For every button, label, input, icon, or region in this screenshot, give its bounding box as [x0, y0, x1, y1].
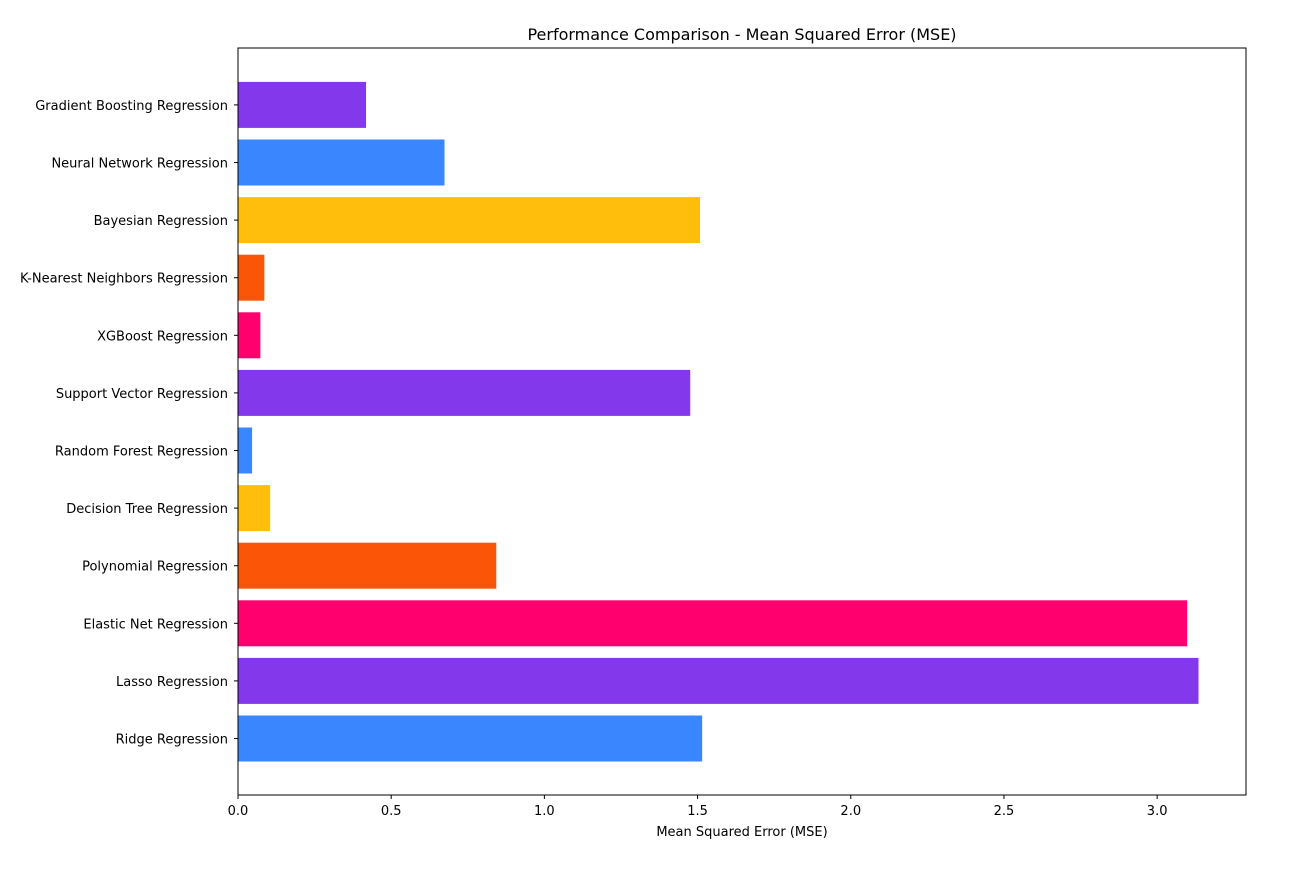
bar-bayesian-regression: [238, 197, 701, 244]
bars-layer: [238, 81, 1199, 762]
y-tick-label: Support Vector Regression: [56, 387, 228, 402]
y-tick-label: Gradient Boosting Regression: [35, 99, 228, 114]
bar-lasso-regression: [238, 657, 1199, 704]
y-tick-label: Neural Network Regression: [51, 157, 228, 172]
bar-neural-network-regression: [238, 139, 445, 186]
x-tick-label: 0.5: [381, 804, 402, 819]
bar-xgboost-regression: [238, 312, 261, 359]
x-axis-label: Mean Squared Error (MSE): [656, 825, 827, 840]
y-axis-ticks: Ridge Regression Lasso Regression Elastic …: [20, 99, 238, 748]
y-tick-label: K-Nearest Neighbors Regression: [20, 272, 228, 287]
x-tick-label: 0.0: [228, 804, 249, 819]
y-tick-label: Lasso Regression: [116, 675, 228, 690]
x-tick-label: 3.0: [1147, 804, 1168, 819]
x-axis-ticks: 0.0 0.5 1.0 1.5 2.0 2.5 3.0: [228, 795, 1168, 819]
y-tick-label: Elastic Net Regression: [83, 617, 228, 632]
plot-frame: [237, 47, 1247, 796]
bar-gradient-boosting-regression: [238, 81, 367, 128]
bar-polynomial-regression: [238, 542, 497, 589]
bar-support-vector-regression: [238, 369, 691, 416]
y-tick-label: Polynomial Regression: [82, 560, 228, 575]
x-tick-label: 1.5: [687, 804, 708, 819]
x-tick-label: 2.0: [840, 804, 861, 819]
bar-random-forest-regression: [238, 427, 253, 474]
y-tick-label: Bayesian Regression: [94, 214, 228, 229]
y-tick-label: Random Forest Regression: [55, 445, 228, 460]
x-tick-label: 1.0: [534, 804, 555, 819]
bar-elastic-net-regression: [238, 600, 1188, 647]
x-tick-label: 2.5: [994, 804, 1015, 819]
chart-title: Performance Comparison - Mean Squared Er…: [527, 25, 956, 44]
bar-k-nearest-neighbors-regression: [238, 254, 265, 301]
y-tick-label: XGBoost Regression: [97, 329, 228, 344]
y-tick-label: Ridge Regression: [116, 733, 228, 748]
y-tick-label: Decision Tree Regression: [66, 502, 228, 517]
bar-ridge-regression: [238, 715, 703, 762]
bar-decision-tree-regression: [238, 485, 271, 532]
